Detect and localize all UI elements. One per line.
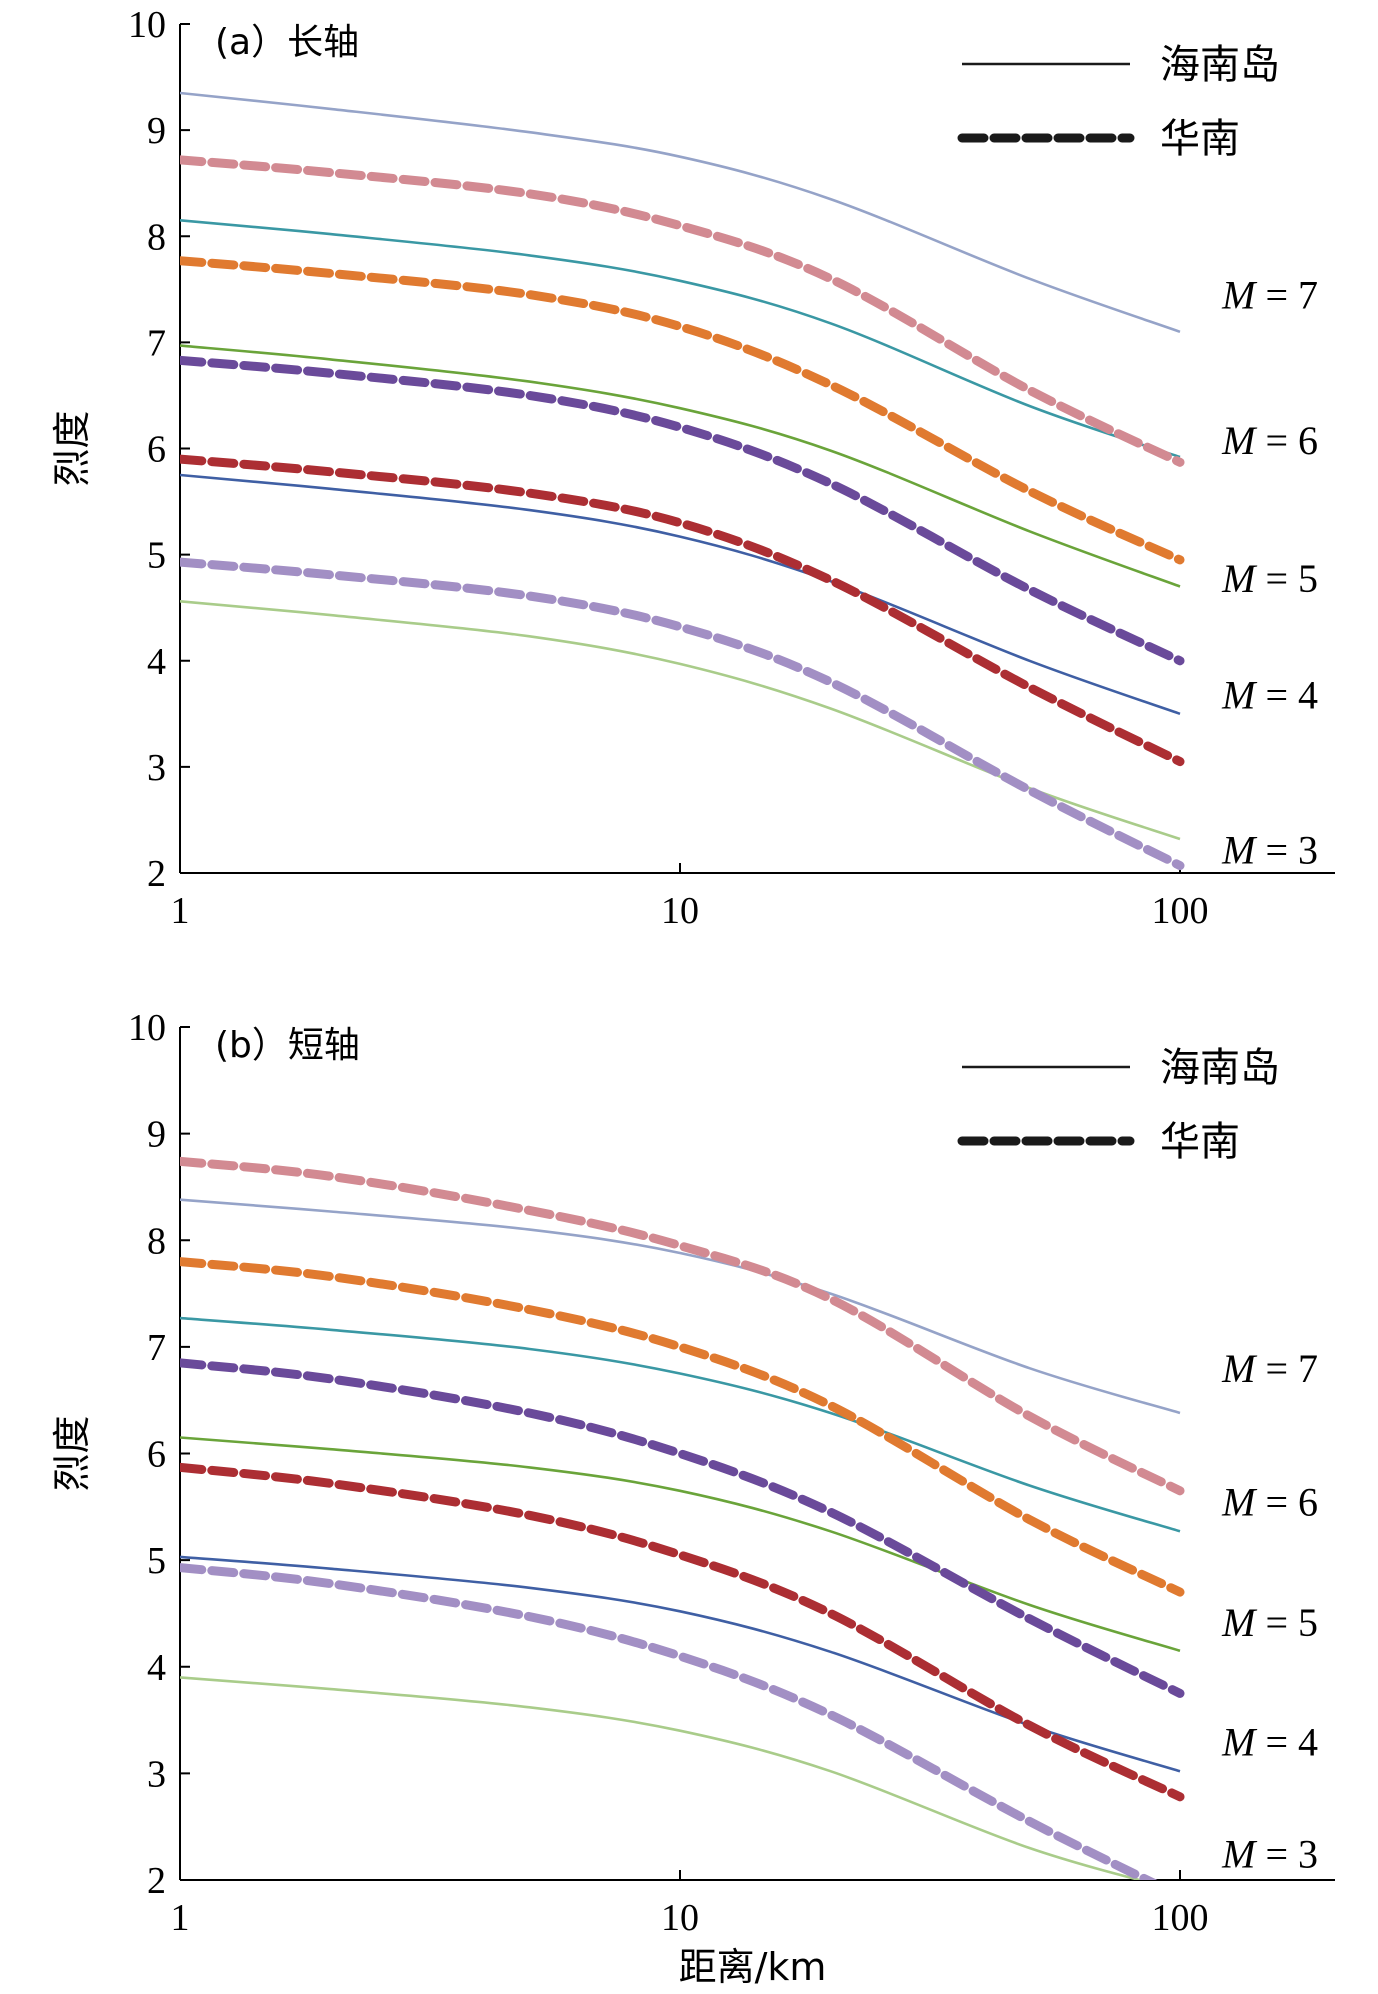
x-tick-label: 100 (1152, 1897, 1209, 1939)
series-line-hainan-m6 (180, 219, 1181, 459)
series-line-hainan-m6 (180, 1316, 1181, 1533)
legend-label: 海南岛 (1160, 42, 1280, 88)
series-line-huanan-m7 (180, 1156, 1185, 1496)
y-tick-label: 4 (147, 1647, 166, 1689)
x-tick-label: 1 (171, 890, 190, 932)
series-line-hainan-m7 (180, 1198, 1181, 1415)
y-tick-label: 10 (128, 1007, 166, 1049)
series-line-huanan-m3 (180, 557, 1185, 871)
series-line-hainan-m4 (180, 1555, 1181, 1773)
y-tick-label: 2 (147, 853, 166, 895)
magnitude-label: M = 6 (1221, 1479, 1318, 1524)
series-line-huanan-m6 (180, 1257, 1185, 1597)
y-tick-label: 5 (147, 535, 166, 577)
magnitude-label: M = 7 (1221, 1346, 1318, 1391)
series-line-huanan-m4 (180, 1462, 1185, 1802)
magnitude-label: M = 4 (1221, 673, 1318, 718)
x-axis-title: 距离/km (679, 1945, 827, 1989)
magnitude-label: M = 7 (1221, 273, 1318, 318)
legend-label: 华南 (1160, 116, 1240, 162)
magnitude-label: M = 4 (1221, 1719, 1318, 1764)
y-tick-label: 2 (147, 1860, 166, 1902)
magnitude-label: M = 3 (1221, 828, 1318, 873)
series-line-huanan-m3 (180, 1563, 1158, 1880)
y-tick-label: 9 (147, 1114, 166, 1156)
legend-label: 华南 (1160, 1119, 1240, 1165)
x-tick-label: 1 (171, 1897, 190, 1939)
panel-label: (a）长轴 (215, 22, 359, 63)
y-axis-title: 烈度 (50, 410, 94, 486)
series-line-hainan-m5 (180, 344, 1181, 588)
magnitude-label: M = 3 (1221, 1831, 1318, 1876)
y-tick-label: 3 (147, 1753, 166, 1795)
series-line-hainan-m3 (180, 600, 1181, 841)
legend-label: 海南岛 (1160, 1045, 1280, 1091)
series-line-hainan-m5 (180, 1436, 1181, 1653)
y-tick-label: 8 (147, 1220, 166, 1262)
series-group (180, 91, 1185, 871)
series-line-huanan-m4 (180, 454, 1185, 767)
series-line-huanan-m5 (180, 355, 1185, 666)
series-line-hainan-m7 (180, 91, 1181, 334)
panel-label: (b）短轴 (215, 1025, 360, 1066)
y-tick-label: 6 (147, 1434, 166, 1476)
y-tick-label: 7 (147, 322, 166, 364)
y-tick-label: 5 (147, 1540, 166, 1582)
series-line-huanan-m5 (180, 1358, 1185, 1698)
series-line-huanan-m6 (180, 256, 1185, 565)
x-tick-label: 10 (661, 890, 699, 932)
series-line-hainan-m4 (180, 473, 1181, 716)
x-tick-label: 100 (1152, 890, 1209, 932)
magnitude-label: M = 6 (1221, 418, 1318, 463)
y-tick-label: 4 (147, 641, 166, 683)
y-tick-label: 10 (128, 4, 166, 46)
y-tick-label: 6 (147, 429, 166, 471)
series-line-huanan-m7 (180, 155, 1185, 467)
x-tick-label: 10 (661, 1897, 699, 1939)
y-tick-label: 9 (147, 110, 166, 152)
y-tick-label: 3 (147, 747, 166, 789)
magnitude-label: M = 5 (1221, 1600, 1318, 1645)
magnitude-label: M = 5 (1221, 556, 1318, 601)
series-line-hainan-m3 (180, 1676, 1145, 1880)
y-tick-label: 7 (147, 1327, 166, 1369)
y-axis-title: 烈度 (50, 1415, 94, 1491)
series-group (180, 1156, 1185, 1880)
y-tick-label: 8 (147, 216, 166, 258)
